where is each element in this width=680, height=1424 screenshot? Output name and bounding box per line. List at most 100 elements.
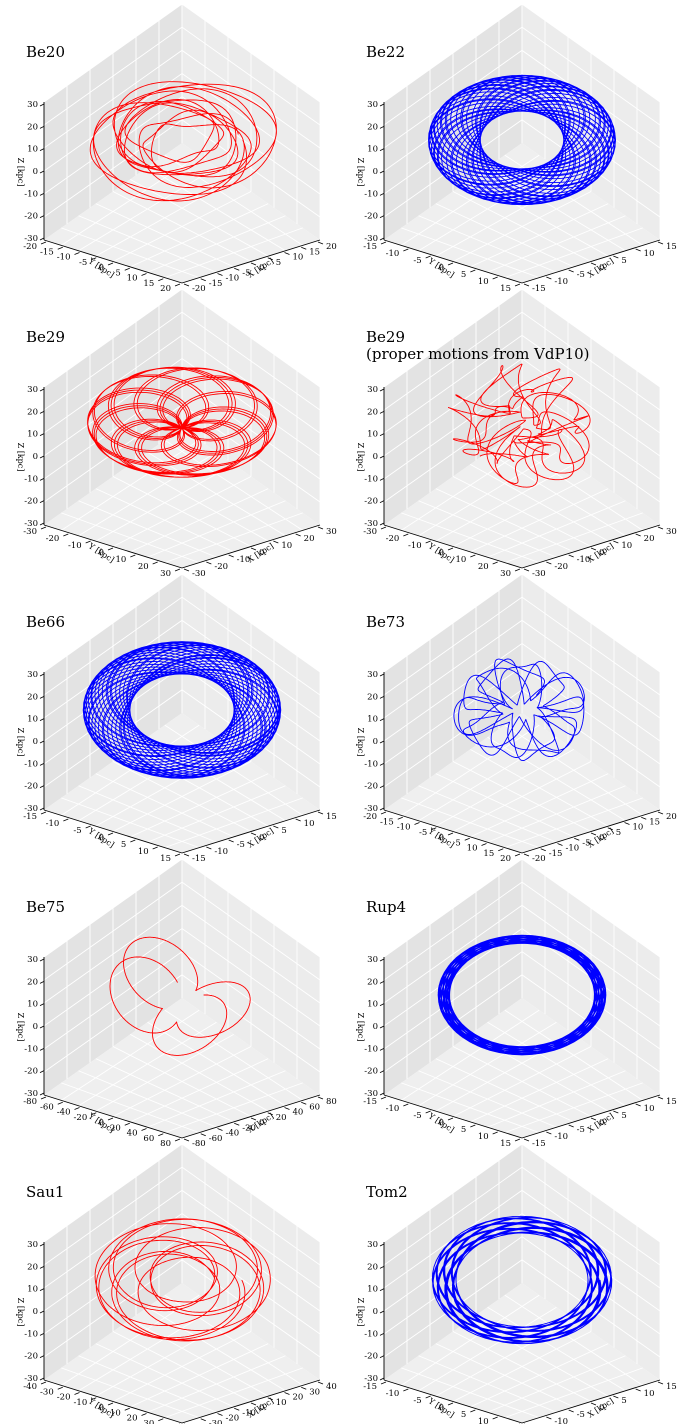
x-tick-label: 0 [599,1403,604,1413]
panel-title: Be20 [26,44,65,61]
z-tick-label: -20 [24,497,38,507]
panel-title: Be29 (proper motions from VdP10) [366,329,590,363]
x-tick-label: 0 [259,548,264,558]
x-tick-label: 10 [621,541,632,551]
x-tick-label: 20 [304,534,315,544]
orbit-panel-be29: -30 -20 -10 0 10 20 30 Z [kpc] -30 -20 -10 0 10 20 30 Y… [340,285,680,579]
x-tick-label: 30 [309,1387,320,1397]
grid-lines [383,288,661,564]
panel-title: Be29 [26,329,65,346]
grid-lines [43,858,321,1134]
y-tick-label: -80 [23,1097,37,1107]
x-tick-label: 15 [666,1097,677,1107]
y-tick-label: 10 [478,1417,489,1424]
x-tick-label: 10 [304,819,315,829]
z-axis-label: Z [kpc] [16,158,25,187]
y-tick-label: 10 [478,277,489,287]
orbit-line [447,363,591,488]
orbit-line [89,81,277,202]
x-tick-label: -10 [554,1417,568,1424]
y-tick-label: -10 [68,541,82,551]
orbit-panel-be29: -30 -20 -10 0 10 20 30 Z [kpc] -30 -20 -10 0 10 20 30 Y… [0,285,340,579]
x-tick-label: 15 [326,812,337,822]
y-tick-label: 0 [99,263,104,273]
x-tick-label: 40 [293,1108,304,1118]
z-tick-label: -20 [364,782,378,792]
z-tick-label: -10 [24,189,38,199]
y-tick-label: 10 [116,555,127,565]
y-tick-label: 0 [439,548,444,558]
z-tick-label: -20 [364,212,378,222]
z-tick-label: 30 [367,100,378,110]
x-tick-label: 20 [276,1113,287,1123]
z-axis-label: Z [kpc] [16,443,25,472]
x-tick-label: 0 [259,1118,264,1128]
x-axis-line [521,1094,661,1139]
x-axis-line [181,809,321,854]
x-tick-label: -10 [214,847,228,857]
orbit-panel-be75: -30 -20 -10 0 10 20 30 Z [kpc] -80 -60 -40 -20 0 20 40… [0,855,340,1149]
y-tick-label: -20 [386,534,400,544]
y-tick-label: 15 [160,854,171,864]
z-tick-label: 20 [367,1262,378,1272]
y-tick-label: 15 [500,1139,511,1149]
y-tick-label: 0 [439,1403,444,1413]
floor-pane [384,713,660,853]
y-tick-label: -20 [363,812,377,822]
x-axis-line [181,1379,321,1424]
x-tick-label: -5 [577,1410,585,1420]
z-tick-label: 10 [27,1000,38,1010]
floor-pane [44,713,320,853]
z-tick-label: 20 [27,122,38,132]
x-axis-line [181,524,321,569]
x-tick-label: 10 [281,541,292,551]
panel-title-text: Sau1 [26,1183,65,1201]
grid-lines [43,1143,321,1419]
y-tick-label: 10 [127,274,138,284]
y-tick-label: 30 [143,1419,154,1424]
z-tick-label: -10 [364,474,378,484]
z-tick-label: 10 [367,145,378,155]
x-tick-label: -30 [192,569,206,579]
z-tick-label: 30 [27,670,38,680]
x-tick-label: -40 [226,1129,240,1139]
x-tick-label: -20 [192,284,206,294]
y-tick-label: -30 [363,527,377,537]
x-tick-label: 0 [259,263,264,273]
y-tick-label: 0 [439,833,444,843]
x-axis-line [521,524,661,569]
x-tick-label: 5 [621,256,626,266]
y-tick-label: -40 [23,1382,37,1392]
y-axis-line [383,239,523,284]
z-tick-label: -20 [24,212,38,222]
z-tick-label: 30 [27,100,38,110]
panel-title: Tom2 [366,1184,408,1201]
z-tick-label: -10 [24,1329,38,1339]
x-tick-label: 20 [293,1393,304,1403]
z-tick-label: -10 [364,1329,378,1339]
y-tick-label: 20 [110,1123,121,1133]
panel-title-text: Be29 [366,328,405,346]
y-tick-label: 5 [461,1125,466,1135]
panel-title: Rup4 [366,899,406,916]
y-tick-label: 20 [127,1414,138,1424]
y-tick-label: 0 [439,263,444,273]
x-tick-label: 0 [599,1118,604,1128]
z-axis-label: Z [kpc] [16,1013,25,1042]
y-tick-label: 20 [478,562,489,572]
z-tick-label: 30 [367,955,378,965]
floor-pane [384,143,660,283]
x-tick-label: 5 [616,828,621,838]
y-tick-label: 10 [467,844,478,854]
y-tick-label: -40 [57,1108,71,1118]
z-tick-label: -20 [24,782,38,792]
y-axis-line [43,1094,183,1139]
y-tick-label: -10 [386,1389,400,1399]
panel-subtitle: (proper motions from VdP10) [366,345,590,363]
y-tick-label: -10 [57,253,71,263]
x-tick-label: -10 [554,277,568,287]
y-tick-label: -10 [408,541,422,551]
x-tick-label: -15 [532,1139,546,1149]
z-tick-label: 30 [367,385,378,395]
